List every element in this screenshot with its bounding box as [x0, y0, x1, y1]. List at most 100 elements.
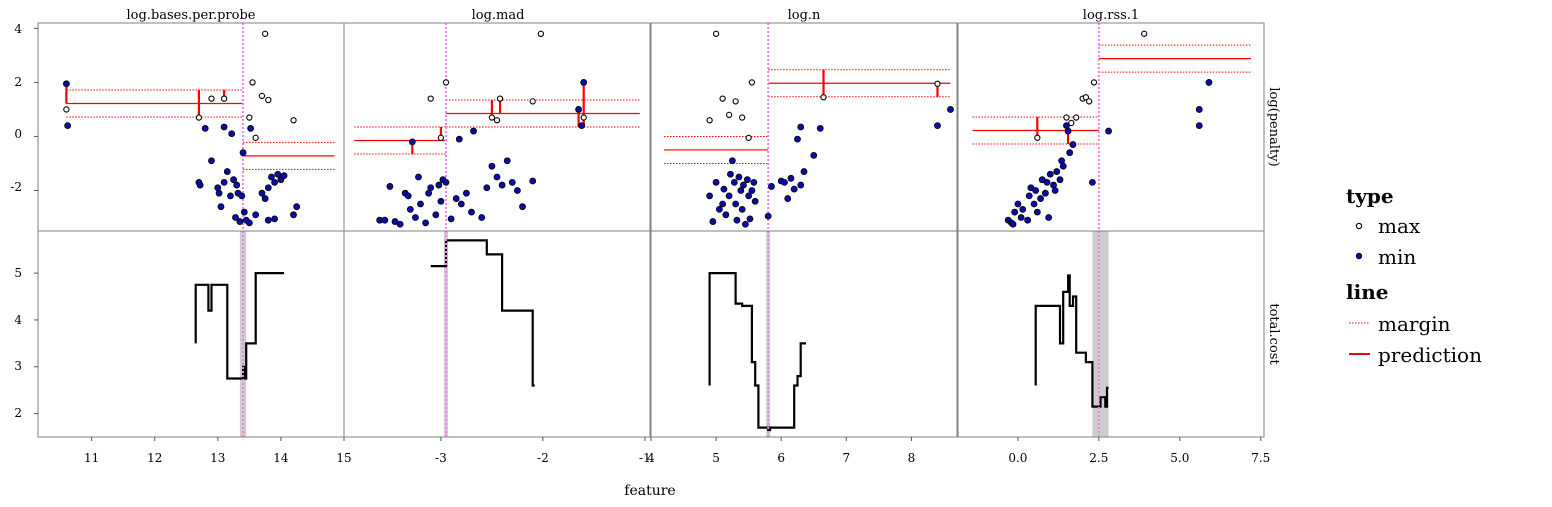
min-point	[415, 173, 422, 181]
min-point	[1059, 162, 1067, 170]
min-point	[1069, 141, 1077, 148]
panel-log-bases-per-probe: 11 12 13 14 15	[37, 22, 352, 465]
max-point	[220, 95, 228, 102]
best-interval-band	[766, 231, 771, 437]
min-point	[274, 170, 282, 178]
max-point	[496, 95, 504, 102]
min-point	[743, 176, 751, 184]
min-point	[239, 149, 247, 157]
min-point	[228, 130, 236, 138]
max-point	[249, 79, 256, 86]
legend: type max min line margin prediction	[1346, 184, 1482, 367]
y-tick-label-bottom: 3	[14, 359, 22, 373]
min-point	[233, 181, 241, 189]
max-point	[706, 117, 713, 124]
max-point	[745, 134, 752, 141]
max-point	[261, 30, 269, 37]
min-point	[715, 205, 723, 213]
min-point	[508, 178, 516, 186]
x-tick-label: 5	[712, 451, 720, 465]
max-point	[719, 95, 726, 102]
max-point	[195, 114, 203, 121]
plot-area: 11 12 13 14 15 -3 -2 -14 5 6 7 8 0.0 2.5 5.0 7.5	[34, 22, 1270, 465]
max-point	[442, 79, 450, 86]
max-point	[820, 94, 827, 101]
min-point	[737, 187, 745, 194]
min-point	[455, 135, 463, 143]
panel-frame-top	[957, 22, 1265, 232]
x-tick-label: -2	[537, 451, 549, 465]
min-point	[1066, 149, 1074, 157]
min-point	[247, 124, 255, 132]
x-tick-label: 4	[647, 451, 655, 465]
min-point	[220, 123, 228, 131]
min-point	[404, 192, 412, 200]
min-point	[386, 183, 394, 190]
strip-title-log-n: log.n	[788, 8, 821, 23]
min-point	[238, 192, 246, 200]
min-point	[264, 216, 272, 224]
min-point	[794, 135, 801, 143]
max-point	[1063, 114, 1070, 121]
min-point	[1043, 178, 1051, 186]
min-point	[732, 200, 740, 208]
row-label-total-cost: total.cost	[1266, 303, 1281, 365]
min-point	[1014, 200, 1022, 208]
min-point	[437, 197, 445, 205]
min-point	[947, 106, 954, 113]
min-point	[790, 185, 798, 193]
min-point	[214, 184, 222, 192]
max-point	[1073, 114, 1080, 121]
min-point	[470, 127, 477, 135]
min-point	[1017, 214, 1025, 221]
max-point	[63, 106, 70, 113]
min-point	[1046, 170, 1054, 178]
min-point	[483, 184, 491, 192]
min-point	[488, 162, 496, 170]
min-point	[781, 178, 788, 186]
min-point	[217, 203, 225, 211]
min-point	[227, 192, 234, 200]
min-point	[709, 218, 717, 225]
min-point	[1205, 79, 1213, 86]
min-point	[1053, 168, 1061, 175]
max-point	[1085, 98, 1093, 105]
min-point	[719, 200, 727, 208]
legend-item-min: min	[1378, 245, 1416, 269]
x-axis-label: feature	[624, 483, 675, 499]
total-cost-line	[1034, 274, 1109, 408]
min-point	[722, 211, 730, 219]
x-tick-label: -3	[435, 451, 447, 465]
min-point	[264, 184, 272, 192]
min-point	[230, 176, 237, 184]
x-tick-label: 11	[84, 451, 99, 465]
total-cost-line	[708, 272, 806, 432]
max-point	[437, 134, 445, 141]
y-tick-label-top: -2	[10, 180, 22, 194]
y-tick-label-top: 4	[14, 22, 22, 36]
min-point	[730, 178, 738, 186]
min-point	[748, 187, 756, 194]
min-point	[1037, 195, 1044, 202]
min-point	[271, 178, 278, 186]
min-point	[1025, 192, 1033, 200]
x-tick-label: 14	[273, 451, 289, 465]
panel-frame-bottom	[650, 230, 958, 438]
max-point	[265, 96, 272, 104]
x-tick-label: 0.0	[1008, 451, 1027, 465]
min-point	[1195, 106, 1203, 113]
max-point	[488, 114, 496, 121]
min-point	[578, 122, 586, 130]
min-point	[816, 124, 824, 132]
min-point	[745, 192, 753, 200]
min-point	[1030, 200, 1038, 208]
panel-log-mad: -3 -2 -1	[343, 22, 651, 465]
y-tick-label-top: 0	[14, 127, 22, 141]
min-point	[746, 215, 754, 223]
min-point	[738, 205, 746, 213]
legend-max-marker	[1355, 222, 1363, 230]
min-point	[742, 220, 749, 228]
y-tick-label-top: 2	[14, 75, 22, 89]
min-point	[381, 216, 389, 224]
